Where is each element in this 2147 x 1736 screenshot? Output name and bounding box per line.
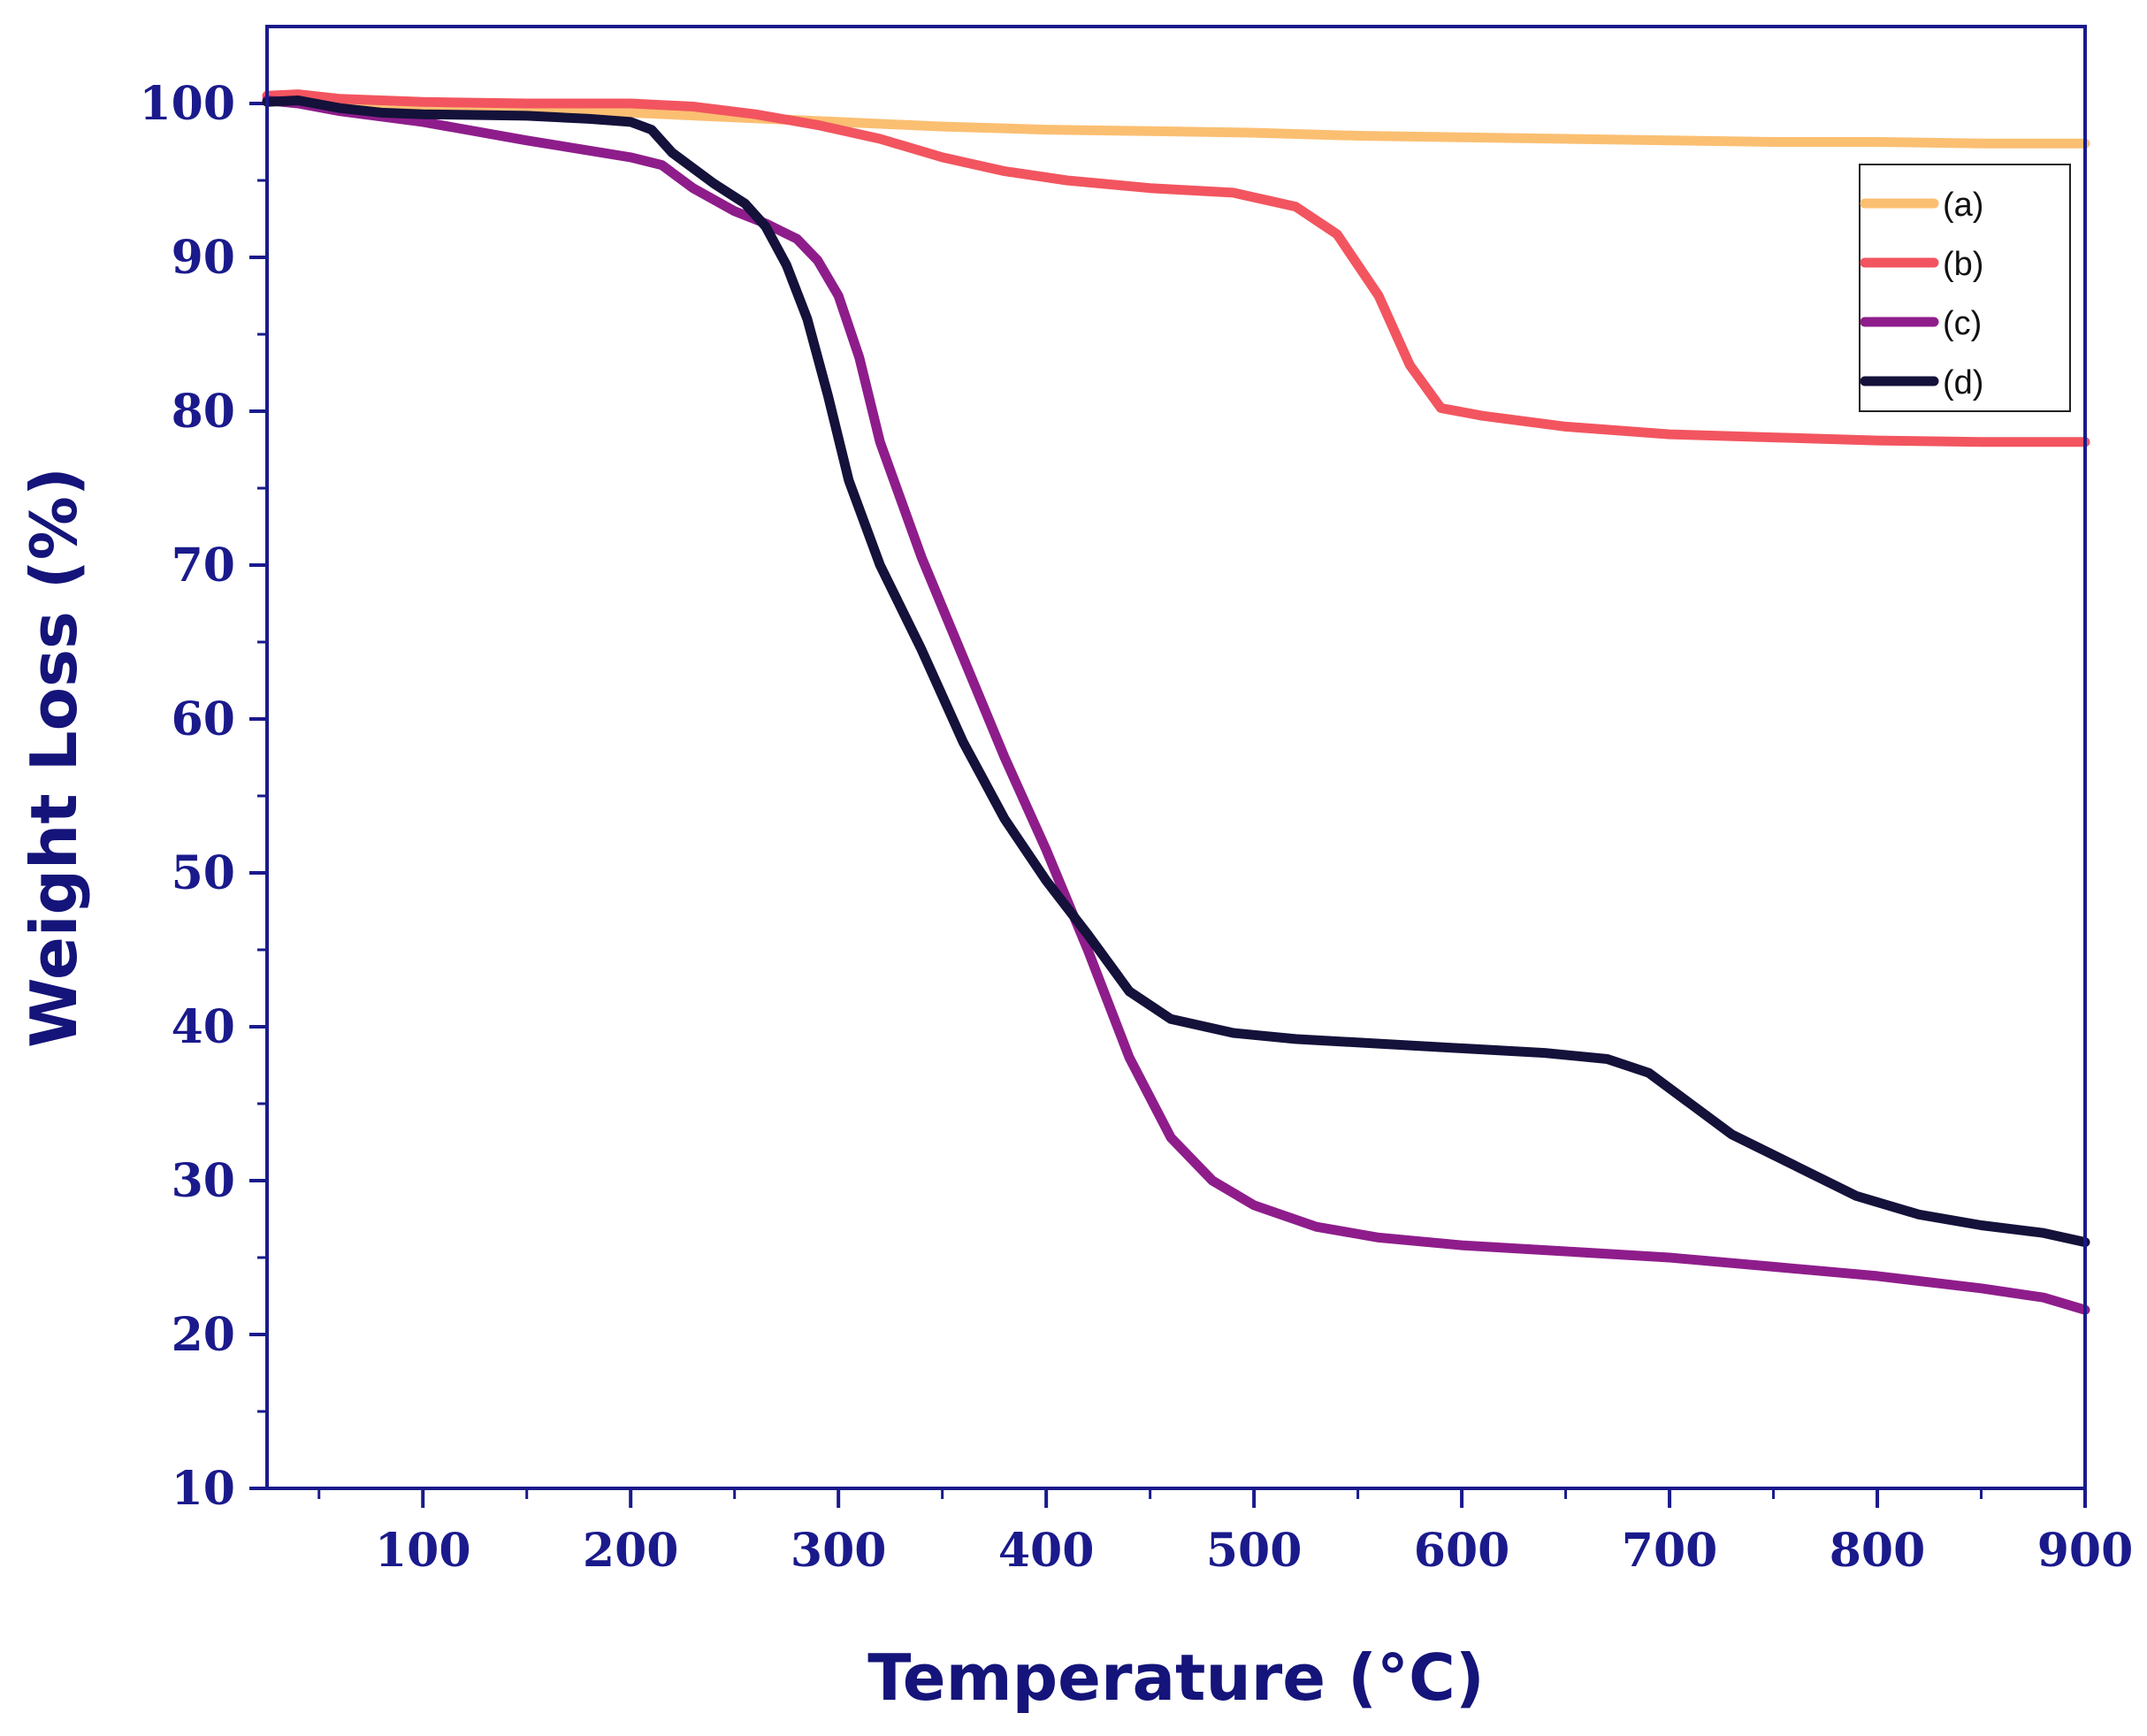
- legend-label: (a): [1943, 187, 1983, 224]
- chart-ticks: 100 200 300 400 500 600 700 800 900 10 20 30 40 50 60 7…: [139, 77, 2133, 1578]
- series-line-c: [262, 96, 2090, 1315]
- x-tick-label: 700: [1622, 1524, 1718, 1578]
- y-tick-label: 20: [172, 1308, 235, 1362]
- y-tick-label: 30: [172, 1154, 235, 1208]
- chart-series: [262, 89, 2090, 1315]
- y-tick-label: 80: [172, 385, 235, 439]
- series-line-b: [262, 89, 2090, 447]
- y-tick-label: 50: [172, 846, 235, 900]
- x-tick-label: 300: [791, 1524, 887, 1578]
- y-axis-title: Weight Loss (%): [17, 467, 91, 1048]
- legend-label: (d): [1943, 364, 1983, 401]
- y-tick-label: 10: [172, 1462, 235, 1516]
- x-tick-label: 800: [1830, 1524, 1926, 1578]
- y-tick-label: 90: [172, 231, 235, 285]
- series-line-d: [262, 96, 2090, 1248]
- y-tick-label: 70: [172, 539, 235, 593]
- legend: (a) (b) (c) (d): [1859, 164, 2071, 412]
- x-axis-title: Temperature (°C): [867, 1640, 1485, 1715]
- legend-label: (c): [1943, 305, 1982, 342]
- legend-label: (b): [1943, 246, 1983, 283]
- plot-frame: [265, 25, 2087, 1490]
- x-tick-label: 200: [583, 1524, 679, 1578]
- x-tick-label: 900: [2037, 1524, 2134, 1578]
- x-tick-label: 600: [1414, 1524, 1510, 1578]
- x-tick-label: 100: [375, 1524, 471, 1578]
- y-tick-label: 60: [172, 692, 235, 746]
- y-tick-label: 40: [172, 1000, 235, 1054]
- x-tick-label: 500: [1206, 1524, 1303, 1578]
- y-tick-label: 100: [139, 77, 235, 131]
- x-tick-label: 400: [998, 1524, 1095, 1578]
